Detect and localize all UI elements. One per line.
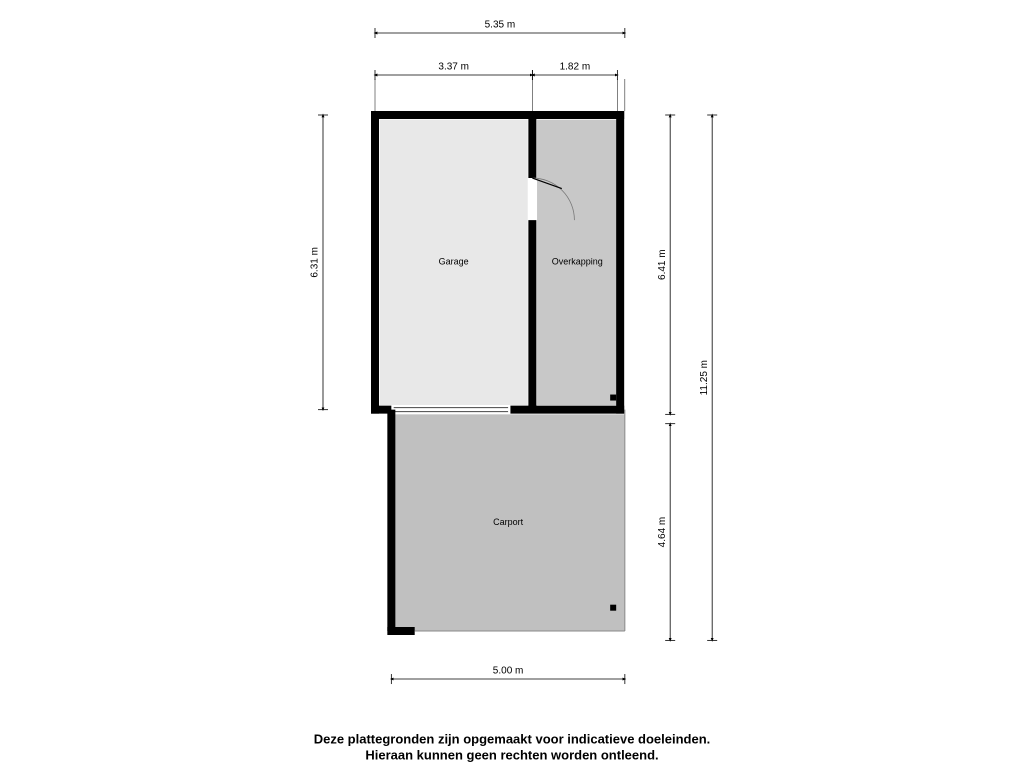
svg-text:6.41 m: 6.41 m — [657, 249, 668, 280]
label-carport: Carport — [493, 517, 524, 527]
pillar — [610, 395, 616, 401]
svg-text:11.25 m: 11.25 m — [699, 360, 710, 395]
svg-text:4.64 m: 4.64 m — [657, 517, 668, 548]
caption-line1: Deze plattegronden zijn opgemaakt voor i… — [314, 731, 711, 746]
floorplan-svg: Garage Overkapping Carport 5.35 m 3.37 m 1.82… — [0, 0, 1024, 768]
caption-line2: Hieraan kunnen geen rechten worden ontle… — [365, 747, 658, 762]
svg-text:5.00 m: 5.00 m — [493, 666, 524, 677]
pillar — [610, 605, 616, 611]
label-garage: Garage — [439, 257, 469, 267]
svg-text:6.31 m: 6.31 m — [310, 247, 321, 278]
svg-text:1.82 m: 1.82 m — [560, 62, 591, 73]
label-overkapping: Overkapping — [552, 257, 603, 267]
svg-text:5.35 m: 5.35 m — [485, 20, 516, 31]
svg-text:3.37 m: 3.37 m — [438, 62, 469, 73]
